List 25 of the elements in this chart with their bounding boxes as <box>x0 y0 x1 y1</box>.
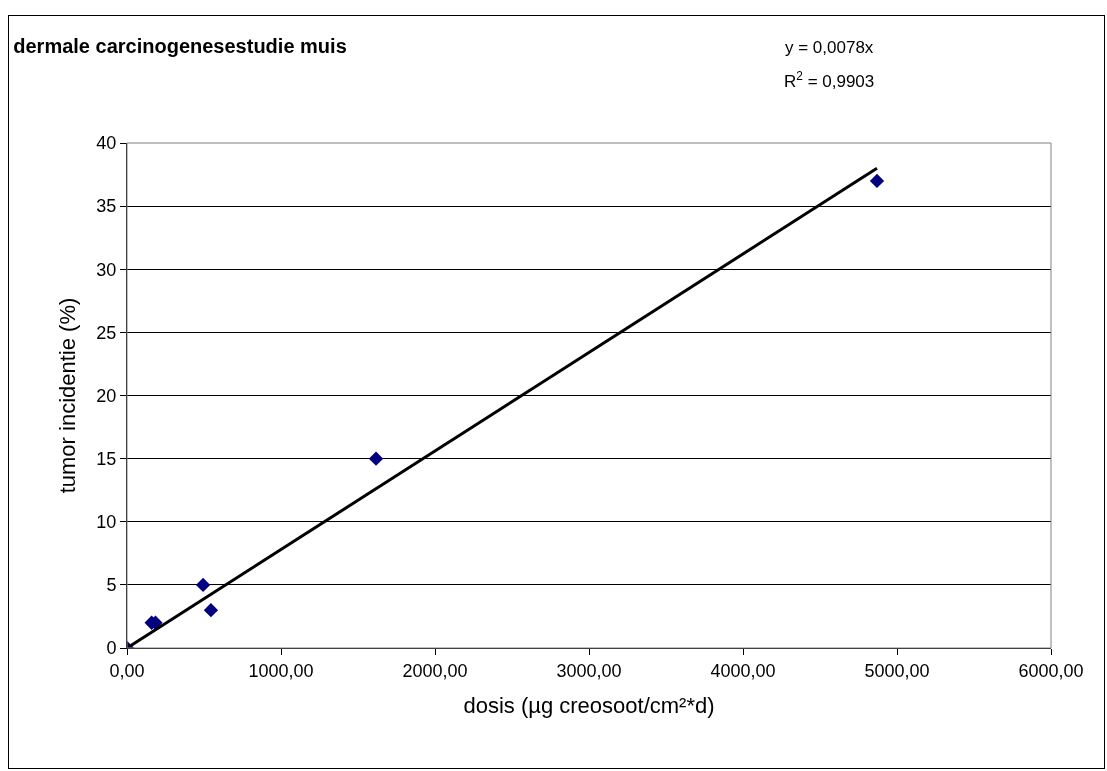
point <box>869 173 885 189</box>
text: y = 0,0078x <box>785 38 874 57</box>
point <box>195 577 211 593</box>
y-tick-label: 35 <box>96 196 117 217</box>
y-tick-label: 0 <box>106 638 117 659</box>
text: R$^{2}$ = 0,9903 <box>784 69 875 92</box>
point <box>203 602 219 618</box>
y-tick-label: 10 <box>96 512 117 533</box>
x-tick-label: 2000,00 <box>402 660 468 681</box>
x-tick-label: 5000,00 <box>864 660 930 681</box>
y-tick-label: 25 <box>96 322 117 343</box>
y-tick-label: 30 <box>96 259 117 280</box>
y-tick-label: 15 <box>96 448 117 469</box>
point <box>368 451 384 466</box>
x-tick-label: 4000,00 <box>710 660 776 681</box>
chart-title: dermale carcinogenesestudie muis <box>13 35 347 58</box>
y-axis-title: tumor incidentie (%) <box>55 297 81 494</box>
x-axis-title: dosis (µg creosoot/cm²*d) <box>463 693 715 719</box>
y-tick-label: 20 <box>96 385 117 406</box>
x-tick-label: 3000,00 <box>556 660 622 681</box>
x-tick-label: 0,00 <box>109 660 145 681</box>
x-tick-label: 1000,00 <box>248 660 314 681</box>
x-tick-label: 6000,00 <box>1018 660 1084 681</box>
y-tick-label: 40 <box>96 133 117 154</box>
y-tick-label: 5 <box>106 575 117 596</box>
